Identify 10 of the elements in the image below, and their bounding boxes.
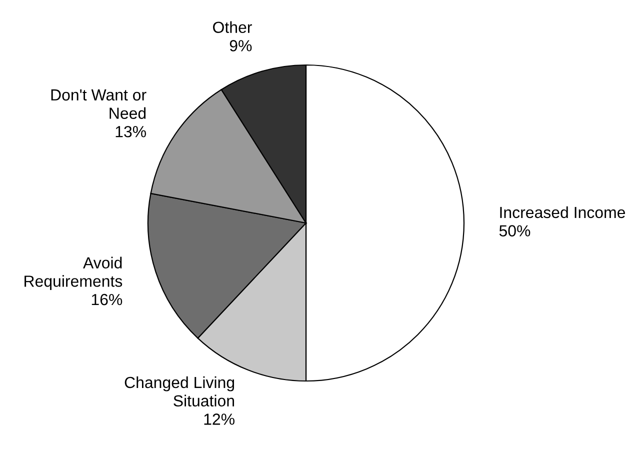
data-label: 13% <box>116 126 146 138</box>
data-label: 9% <box>230 40 252 52</box>
slice-label: Don't Want or Need <box>51 89 146 119</box>
data-label: 50% <box>499 225 530 236</box>
data-label: 16% <box>92 294 122 306</box>
slice-label: Increased Income <box>500 206 626 218</box>
slice-label: Other <box>213 21 252 33</box>
data-label: 12% <box>204 414 234 425</box>
slice-label: Changed Living Situation <box>124 376 234 407</box>
slice-label: Avoid Requirements <box>24 256 122 290</box>
